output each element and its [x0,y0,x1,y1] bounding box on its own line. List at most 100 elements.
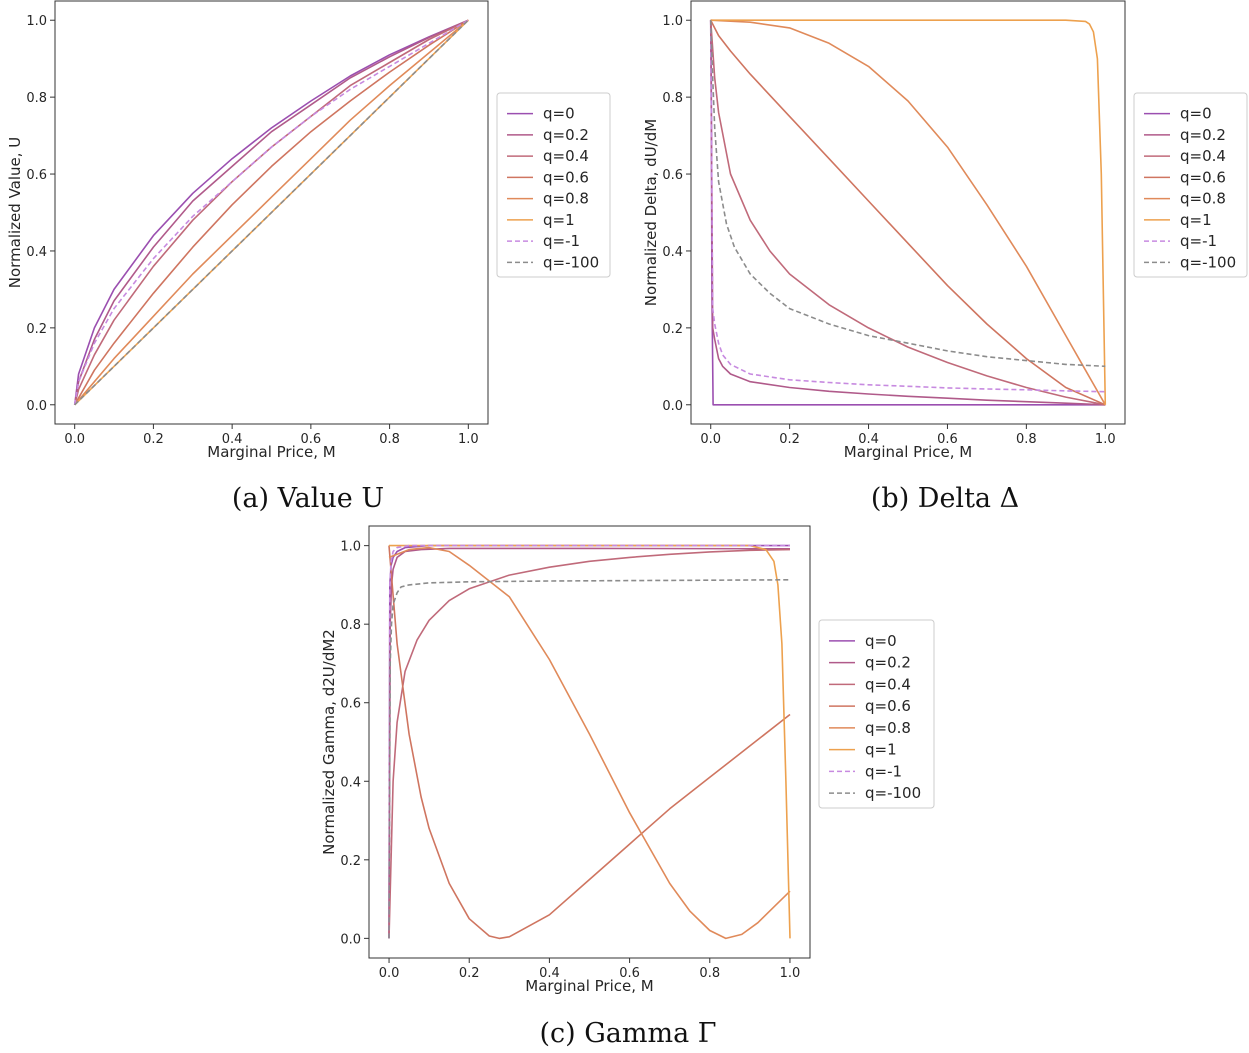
series-line-q=0.2 [709,20,1106,406]
x-tick-label: 1.0 [780,966,801,981]
series-group [388,544,791,940]
chart-delta: 0.0 0.2 0.4 0.6 0.8 1.0 0.0 0.2 0.4 0.6 0.8 1.0 Marg… [642,0,1248,514]
x-tick-label: 0.2 [143,432,164,447]
plot-frame [54,0,489,425]
series-group [709,19,1107,406]
x-axis-label: Marginal Price, M [207,443,335,461]
plot-frame [690,0,1126,425]
series-line-q=0.8 [74,19,469,406]
x-tick-label: 0.2 [459,966,480,981]
y-tick-label: 1.0 [340,540,361,555]
x-axis-label: Marginal Price, M [844,443,972,461]
y-axis-label: Normalized Delta, dU/dM [642,119,660,306]
legend-label: q=0 [543,105,575,123]
y-tick-label: 0.0 [340,932,361,947]
x-tick-label: 0.2 [779,432,800,447]
legend-label: q=0 [1180,105,1212,123]
chart-gamma: 0.0 0.2 0.4 0.6 0.8 1.0 0.0 0.2 0.4 0.6 0.8 1.0 Marg… [320,525,935,1049]
y-tick-label: 0.8 [340,618,361,633]
subfigure-caption: (c) Gamma Γ [539,1018,716,1049]
legend-label: q=0.2 [543,126,589,144]
y-tick-label: 0.6 [662,168,683,183]
legend-label: q=0.4 [1180,147,1226,165]
x-tick-label: 0.0 [700,432,721,447]
series-line-q=0.6 [709,19,1106,406]
x-tick-label: 0.0 [64,432,85,447]
legend-box [1133,92,1248,278]
y-tick-label: 1.0 [662,14,683,29]
series-line-q=-100 [709,20,1106,368]
x-tick-label: 0.0 [379,966,400,981]
chart-value: 0.0 0.2 0.4 0.6 0.8 1.0 0.0 0.2 0.4 0.6 0.8 1.0 Marg… [6,0,611,514]
legend-label: q=0.6 [865,697,911,715]
y-tick-label: 0.6 [26,168,47,183]
legend-label: q=0.2 [1180,126,1226,144]
legend-label: q=0.8 [543,190,589,208]
y-tick-label: 1.0 [26,14,47,29]
x-tick-label: 0.4 [539,966,560,981]
legend-label: q=-1 [543,232,580,250]
y-axis-label: Normalized Value, U [6,137,24,289]
legend-label: q=0.2 [865,654,911,672]
series-line-q=0.4 [73,19,469,405]
series-line-q=0.8 [388,546,791,940]
x-tick-label: 1.0 [458,432,479,447]
series-line-q=-100 [388,578,791,939]
legend-label: q=-1 [865,762,902,780]
series-line-q=1 [710,19,1107,405]
series-line-q=-1 [709,20,1106,393]
y-tick-label: 0.6 [340,697,361,712]
series-line-q=-1 [388,544,790,939]
x-axis-label: Marginal Price, M [525,977,653,995]
legend-label: q=0.8 [1180,190,1226,208]
subfigure-caption: (a) Value U [232,483,384,514]
plot-frame [368,525,811,959]
legend-label: q=-1 [1180,232,1217,250]
x-tick-label: 0.6 [301,432,322,447]
legend-label: q=-100 [865,784,921,802]
legend-label: q=0.6 [1180,168,1226,186]
y-tick-label: 0.2 [662,322,683,337]
legend-label: q=-100 [543,253,599,271]
legend-label: q=0.4 [865,675,911,693]
x-tick-label: 0.8 [699,966,720,981]
y-tick-label: 0.4 [662,245,683,260]
x-tick-label: 1.0 [1095,432,1116,447]
series-line-q=0.6 [74,19,469,406]
legend-label: q=-100 [1180,253,1236,271]
legend-box [818,619,935,809]
legend-label: q=1 [865,741,897,759]
y-tick-label: 0.2 [340,854,361,869]
y-tick-label: 0.2 [26,322,47,337]
series-line-q=-100 [74,19,469,406]
y-tick-label: 0.0 [662,399,683,414]
x-tick-label: 0.6 [937,432,958,447]
legend: q=0 q=0.2 q=0.4 q=0.6 q=0.8 q=1 q=-1 q=-100 [1133,92,1248,278]
legend-label: q=0.6 [543,168,589,186]
series-group [73,19,469,406]
legend: q=0 q=0.2 q=0.4 q=0.6 q=0.8 q=1 q=-1 q=-100 [818,619,935,809]
y-tick-label: 0.4 [340,775,361,790]
y-tick-label: 0.0 [26,399,47,414]
legend: q=0 q=0.2 q=0.4 q=0.6 q=0.8 q=1 q=-1 q=-100 [496,92,611,278]
subfigure-caption: (b) Delta Δ [871,483,1019,514]
legend-label: q=0 [865,632,897,650]
series-line-q=-1 [73,19,469,405]
x-tick-label: 0.8 [1016,432,1037,447]
x-tick-label: 0.8 [379,432,400,447]
y-axis-label: Normalized Gamma, d2U/dM2 [320,629,338,855]
legend-label: q=0.4 [543,147,589,165]
x-tick-label: 0.4 [858,432,879,447]
legend-label: q=1 [1180,211,1212,229]
y-tick-label: 0.4 [26,245,47,260]
legend-label: q=0.8 [865,719,911,737]
y-tick-label: 0.8 [662,91,683,106]
x-tick-label: 0.6 [619,966,640,981]
series-line-q=0.8 [710,19,1106,406]
y-tick-label: 0.8 [26,91,47,106]
series-line-q=0.2 [73,19,469,405]
x-tick-label: 0.4 [222,432,243,447]
legend-label: q=1 [543,211,575,229]
series-line-q=0 [73,19,469,405]
series-line-q=0.6 [388,545,791,940]
